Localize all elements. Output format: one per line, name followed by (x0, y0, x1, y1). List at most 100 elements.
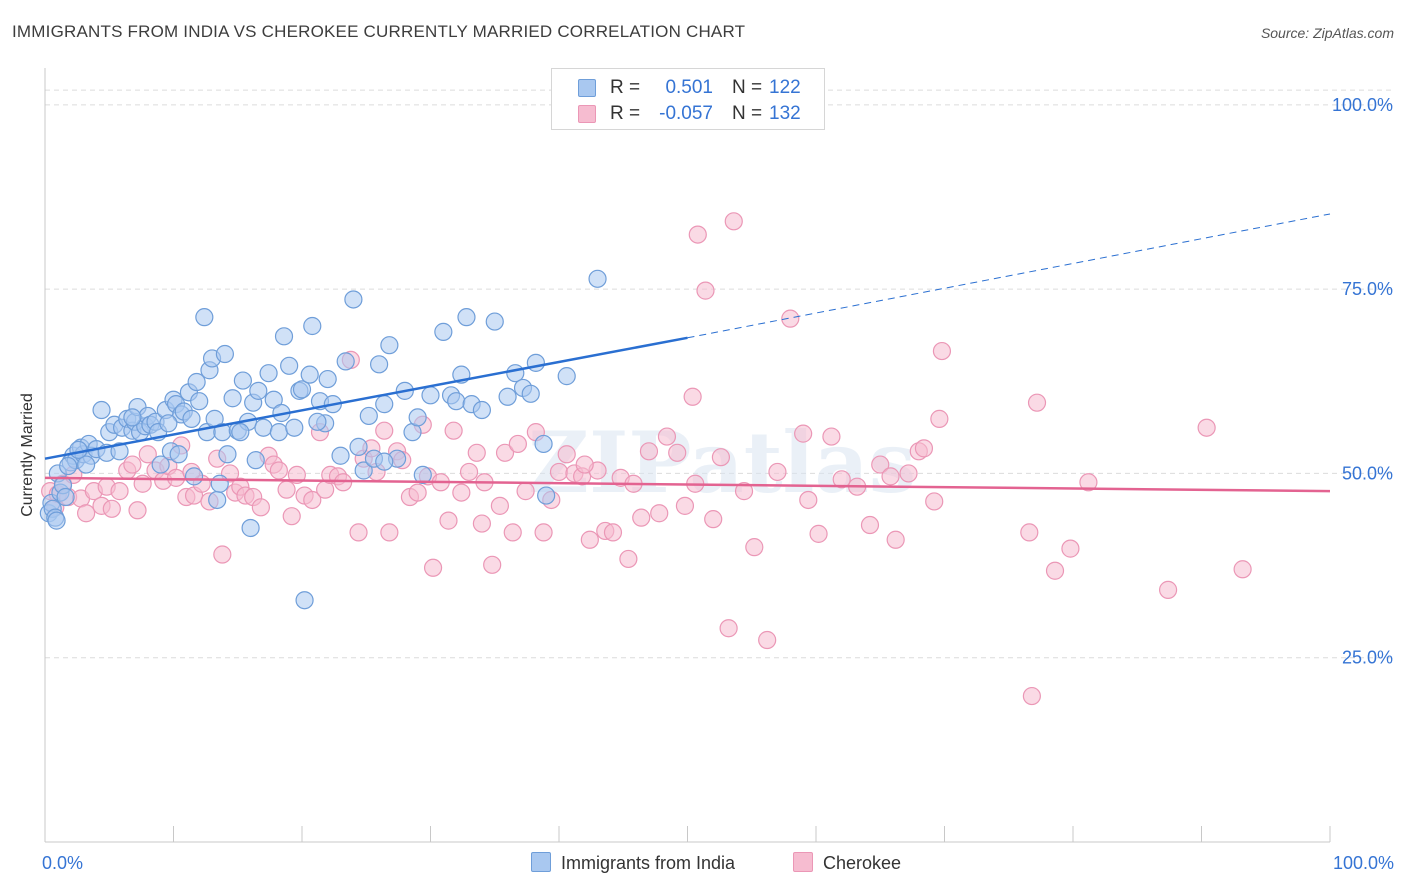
cherokee-point (1197, 418, 1216, 437)
india-point (447, 392, 466, 411)
india-point (336, 352, 355, 371)
india-point (254, 418, 273, 437)
cherokee-point (269, 461, 288, 480)
cherokee-point (639, 442, 659, 461)
cherokee-point (1061, 539, 1080, 558)
y-axis-label: Currently Married (19, 393, 36, 517)
cherokee-point (452, 483, 471, 502)
chart-title: IMMIGRANTS FROM INDIA VS CHEROKEE CURREN… (12, 22, 746, 41)
y-tick-label: 75.0% (1342, 279, 1393, 299)
india-point (331, 446, 350, 465)
india-point (354, 461, 373, 480)
cherokee-point (832, 470, 851, 489)
cherokee-point (768, 462, 787, 482)
india-point (77, 455, 96, 474)
x-tick-label-max: 100.0% (1332, 853, 1394, 873)
cherokee-point (1045, 561, 1065, 580)
india-trend-line (44, 336, 688, 460)
cherokee-point (303, 490, 322, 510)
cherokee-point (632, 508, 651, 527)
india-point (184, 467, 204, 486)
cherokee-point (495, 443, 515, 462)
cherokee-point (688, 225, 707, 244)
cherokee-point (166, 468, 186, 487)
india-point (151, 455, 170, 474)
india-point (318, 369, 337, 389)
india-point (210, 474, 229, 493)
india-point (537, 486, 556, 505)
cherokee-point (1233, 560, 1252, 579)
bottom-legend-cherokee: Cherokee (793, 852, 901, 874)
india-point (472, 400, 491, 420)
cherokee-point (1020, 523, 1039, 542)
india-point (588, 269, 607, 288)
cherokee-point (277, 480, 296, 499)
legend-n-label: N = (732, 103, 763, 124)
india-point (303, 316, 322, 336)
cherokee-point (619, 549, 638, 569)
cherokee-point (657, 427, 677, 446)
cherokee-point (123, 455, 142, 474)
india-point (498, 387, 517, 406)
cherokee-point (1158, 580, 1178, 599)
cherokee-point (925, 492, 944, 511)
india-point (182, 409, 201, 428)
cherokee-point (77, 504, 96, 523)
india-point (69, 440, 88, 459)
cherokee-point (1079, 473, 1098, 492)
bottom-legend-label-india: Immigrants from India (561, 853, 736, 873)
cherokee-point (102, 499, 121, 518)
india-point (521, 384, 540, 403)
correlation-legend: R = 0.501 N = 122 R = -0.057 N = 132 (551, 68, 825, 130)
cherokee-point (444, 421, 463, 440)
cherokee-point (490, 496, 509, 515)
india-point (370, 355, 389, 374)
india-point (208, 490, 227, 510)
india-point (215, 344, 234, 364)
cherokee-point (349, 523, 368, 542)
cherokee-point (516, 482, 535, 501)
legend-r-value: 0.501 (665, 77, 713, 98)
cherokee-point (472, 514, 491, 533)
india-point (190, 392, 209, 411)
cherokee-point (683, 387, 702, 406)
cherokee-point (375, 421, 394, 440)
cherokee-point (719, 619, 738, 638)
cherokee-point (822, 427, 841, 446)
india-point (169, 445, 188, 464)
india-point (421, 386, 440, 405)
legend-row-cherokee: R = -0.057 N = 132 (552, 101, 824, 127)
india-point (241, 518, 260, 538)
cherokee-point (1022, 686, 1041, 706)
india-point (280, 356, 299, 375)
bottom-legend-swatch-cherokee (793, 852, 813, 872)
source-label: Source: ZipAtlas.com (1260, 25, 1394, 41)
cherokee-point (408, 483, 427, 502)
cherokee-point (549, 462, 569, 482)
cherokee-point (508, 434, 527, 454)
legend-n-label: N = (732, 77, 763, 98)
cherokee-point (282, 507, 301, 526)
india-point (534, 434, 553, 454)
india-point (434, 322, 453, 341)
india-point (274, 327, 294, 346)
cherokee-point (809, 524, 828, 543)
india-point (195, 308, 214, 327)
cherokee-point (745, 538, 764, 557)
cherokee-point (696, 281, 715, 300)
cherokee-point (380, 523, 399, 542)
cherokee-point (128, 501, 147, 520)
cherokee-point (930, 409, 949, 428)
cherokee-point (899, 464, 918, 483)
cherokee-point (213, 545, 232, 564)
legend-row-india: R = 0.501 N = 122 (552, 75, 824, 101)
india-point (123, 408, 142, 427)
legend-r-label: R = (610, 77, 641, 98)
cherokee-point (439, 511, 458, 530)
legend-n-value: 122 (769, 77, 801, 98)
india-point (259, 364, 278, 383)
cherokee-point (886, 530, 905, 549)
axis-layer (44, 68, 1331, 843)
cherokee-point (758, 630, 777, 650)
y-tick-label: 50.0% (1342, 463, 1393, 483)
